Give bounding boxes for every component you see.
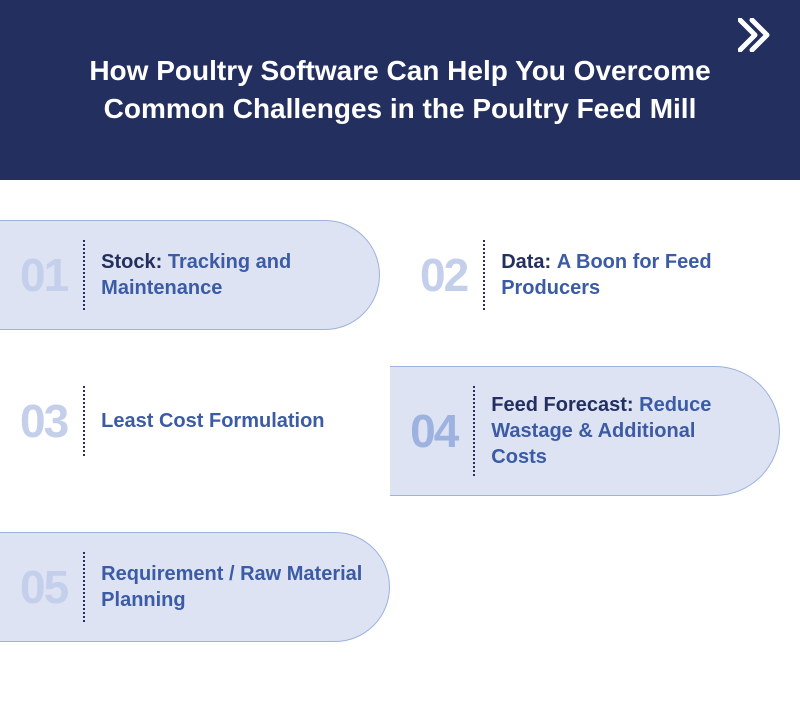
item-text: Least Cost Formulation [101, 408, 324, 434]
item-text: Stock: Tracking and Maintenance [101, 249, 353, 301]
divider-icon [473, 386, 475, 476]
row-3: 05 Requirement / Raw Material Planning [0, 532, 780, 642]
item-text: Requirement / Raw Material Planning [101, 561, 363, 613]
item-number: 04 [410, 404, 457, 458]
item-number: 05 [20, 560, 67, 614]
item-plain: Data: [501, 251, 557, 273]
item-number: 02 [420, 248, 467, 302]
item-card-01: 01 Stock: Tracking and Maintenance [0, 220, 380, 330]
chevron-logo-icon [738, 18, 778, 57]
row-2: 03 Least Cost Formulation 04 Feed Foreca… [0, 366, 780, 496]
item-card-02: 02 Data: A Boon for Feed Producers [400, 220, 780, 330]
items-container: 01 Stock: Tracking and Maintenance 02 Da… [0, 180, 800, 662]
item-text: Feed Forecast: Reduce Wastage & Addition… [491, 392, 753, 470]
item-card-03: 03 Least Cost Formulation [0, 366, 380, 476]
item-card-04: 04 Feed Forecast: Reduce Wastage & Addit… [390, 366, 780, 496]
page-title: How Poultry Software Can Help You Overco… [0, 52, 800, 128]
divider-icon [83, 552, 85, 622]
item-text: Data: A Boon for Feed Producers [501, 249, 754, 301]
divider-icon [83, 240, 85, 310]
item-plain: Stock: [101, 251, 168, 273]
row-1: 01 Stock: Tracking and Maintenance 02 Da… [0, 220, 780, 330]
item-bold: Least Cost Formulation [101, 410, 324, 432]
header-banner: How Poultry Software Can Help You Overco… [0, 0, 800, 180]
item-number: 03 [20, 394, 67, 448]
divider-icon [483, 240, 485, 310]
item-bold: Requirement / Raw Material Planning [101, 563, 362, 611]
item-card-05: 05 Requirement / Raw Material Planning [0, 532, 390, 642]
divider-icon [83, 386, 85, 456]
item-number: 01 [20, 248, 67, 302]
item-plain: Feed Forecast: [491, 394, 639, 416]
